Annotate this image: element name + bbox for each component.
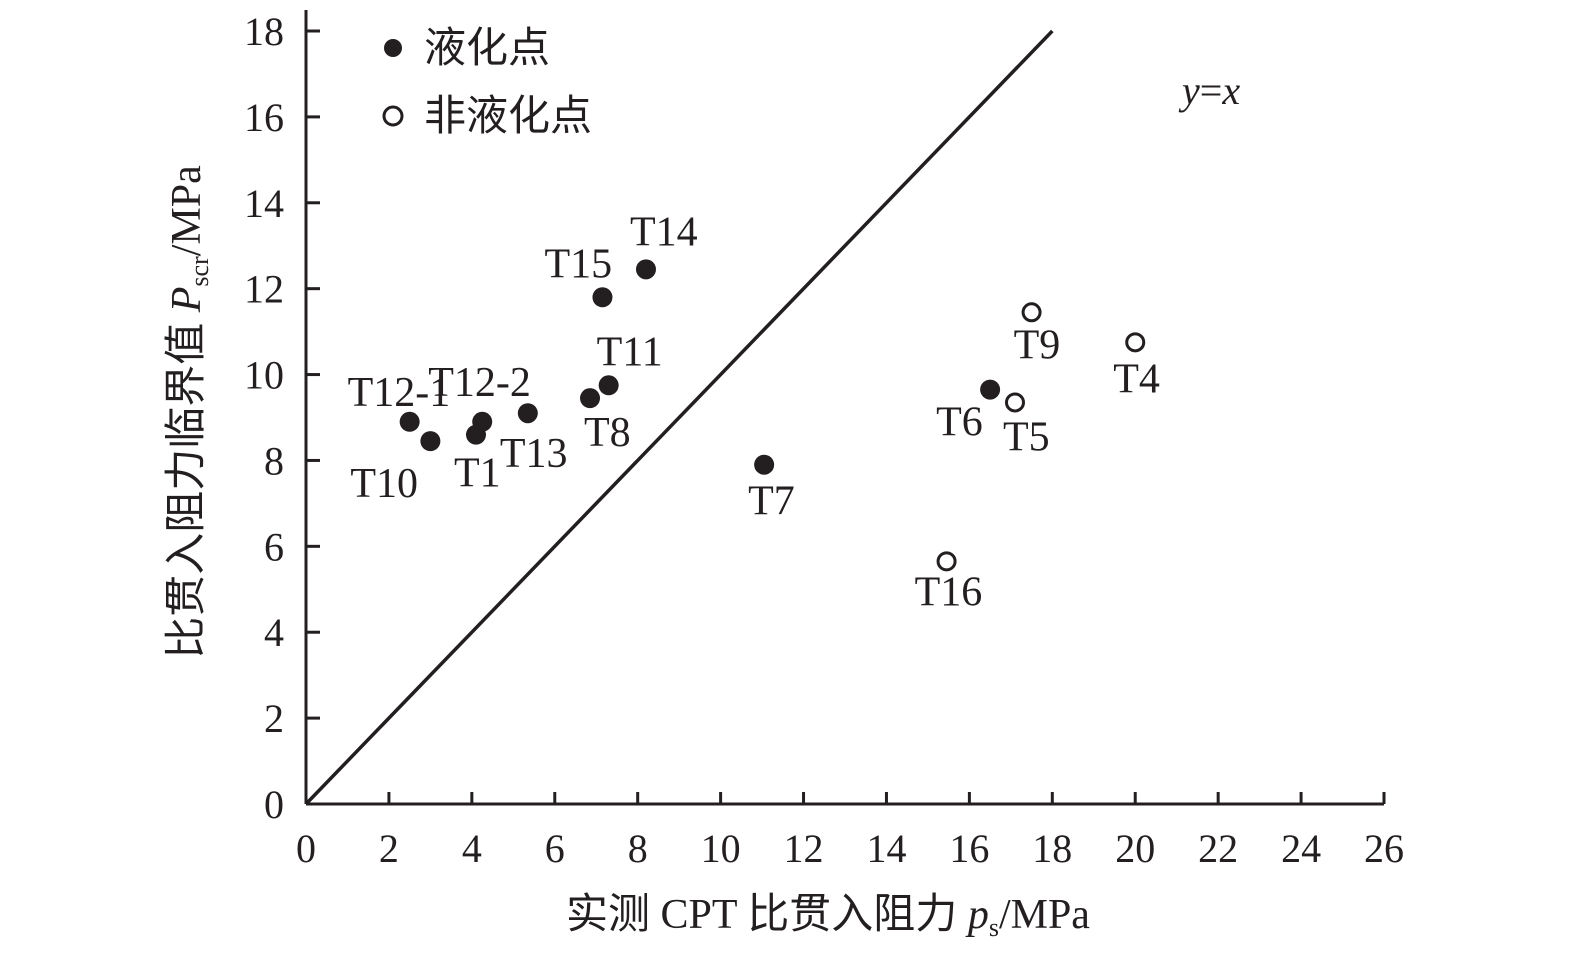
point-label-t15: T15 <box>544 241 612 287</box>
y-tick-label: 10 <box>244 353 284 398</box>
point-label-t8: T8 <box>584 410 631 456</box>
data-point-t6 <box>980 379 1001 400</box>
y-tick-label: 12 <box>244 267 284 312</box>
y-axis-ticks: 0 2 4 6 8 10 12 14 16 18 <box>244 9 320 827</box>
data-point-labels: T12-1 T10 T1 T12-2 T13 T8 T11 T15 T14 T7 T6 T9 T4 T5 T… <box>348 209 1160 615</box>
x-tick-label: 20 <box>1115 826 1155 871</box>
point-label-t5: T5 <box>1003 414 1050 460</box>
data-point-t14 <box>635 259 656 280</box>
legend: 液化点 非液化点 <box>382 26 592 140</box>
data-point-t11 <box>598 375 619 396</box>
y-title-sub: scr <box>185 256 214 287</box>
data-point-t8 <box>580 388 601 409</box>
point-label-t13: T13 <box>500 431 568 477</box>
point-label-t10: T10 <box>350 461 418 507</box>
point-label-t4: T4 <box>1113 356 1160 402</box>
legend-marker-non-liquefied <box>382 105 404 127</box>
x-tick-label: 10 <box>701 826 741 871</box>
x-title-prefix: 实测 CPT 比贯入阻力 <box>566 891 968 938</box>
y-title-var: P <box>164 287 210 314</box>
ref-label-y: y <box>1178 68 1200 113</box>
point-label-t7: T7 <box>748 479 795 525</box>
point-label-t14: T14 <box>630 209 698 255</box>
x-tick-label: 16 <box>949 826 989 871</box>
x-tick-label: 0 <box>296 826 316 871</box>
data-point-t4 <box>1125 332 1146 353</box>
x-title-unit: /MPa <box>999 892 1090 938</box>
y-tick-label: 18 <box>244 9 284 54</box>
x-tick-label: 2 <box>379 826 399 871</box>
y-tick-label: 16 <box>244 95 284 140</box>
reference-line-y-equals-x <box>304 29 1054 806</box>
data-point-t10 <box>420 431 441 452</box>
data-point-t16 <box>936 551 957 572</box>
y-tick-label: 14 <box>244 181 284 226</box>
y-axis-title: 比贯入阻力临界值 Pscr/MPa <box>163 165 214 659</box>
data-point-t7 <box>754 454 775 475</box>
ref-label-eq: = <box>1200 68 1223 113</box>
x-tick-label: 26 <box>1364 826 1404 871</box>
legend-label-liquefied: 液化点 <box>424 26 550 72</box>
data-point-t9 <box>1021 302 1042 323</box>
x-tick-label: 24 <box>1281 826 1321 871</box>
point-label-t1: T1 <box>454 451 501 497</box>
y-tick-label: 4 <box>264 610 284 655</box>
legend-label-non-liquefied: 非液化点 <box>424 94 592 140</box>
y-tick-label: 2 <box>264 696 284 741</box>
data-points <box>399 259 1146 572</box>
x-tick-label: 4 <box>462 826 482 871</box>
x-title-sub: s <box>989 913 999 942</box>
y-title-prefix: 比贯入阻力临界值 <box>163 312 210 659</box>
point-label-t6: T6 <box>936 400 983 446</box>
y-tick-label: 6 <box>264 524 284 569</box>
x-tick-label: 12 <box>784 826 824 871</box>
point-label-t12-1: T12-1 <box>348 370 451 416</box>
ref-label-x: x <box>1221 68 1240 113</box>
x-axis-ticks: 0 2 4 6 8 10 12 14 16 18 20 22 24 26 <box>296 792 1404 871</box>
legend-marker-liquefied <box>384 39 402 57</box>
x-axis-title: 实测 CPT 比贯入阻力 ps/MPa <box>566 891 1090 942</box>
data-point-t15 <box>592 287 613 308</box>
x-tick-label: 22 <box>1198 826 1238 871</box>
x-tick-label: 18 <box>1032 826 1072 871</box>
x-tick-label: 14 <box>866 826 906 871</box>
y-title-unit: /MPa <box>164 165 210 256</box>
data-point-t13 <box>517 403 538 424</box>
y-tick-label: 8 <box>264 438 284 483</box>
point-label-t9: T9 <box>1014 322 1061 368</box>
x-tick-label: 8 <box>628 826 648 871</box>
y-tick-label: 0 <box>264 782 284 827</box>
point-label-t11: T11 <box>597 329 663 375</box>
reference-line-label: y=x <box>1178 68 1240 113</box>
data-point-t12-1 <box>399 411 420 432</box>
point-label-t16: T16 <box>915 569 983 615</box>
x-title-var: p <box>965 892 989 938</box>
x-tick-label: 6 <box>545 826 565 871</box>
data-point-t5 <box>1004 392 1025 413</box>
point-label-t12-2: T12-2 <box>428 360 531 406</box>
data-point-t12-2 <box>472 411 493 432</box>
